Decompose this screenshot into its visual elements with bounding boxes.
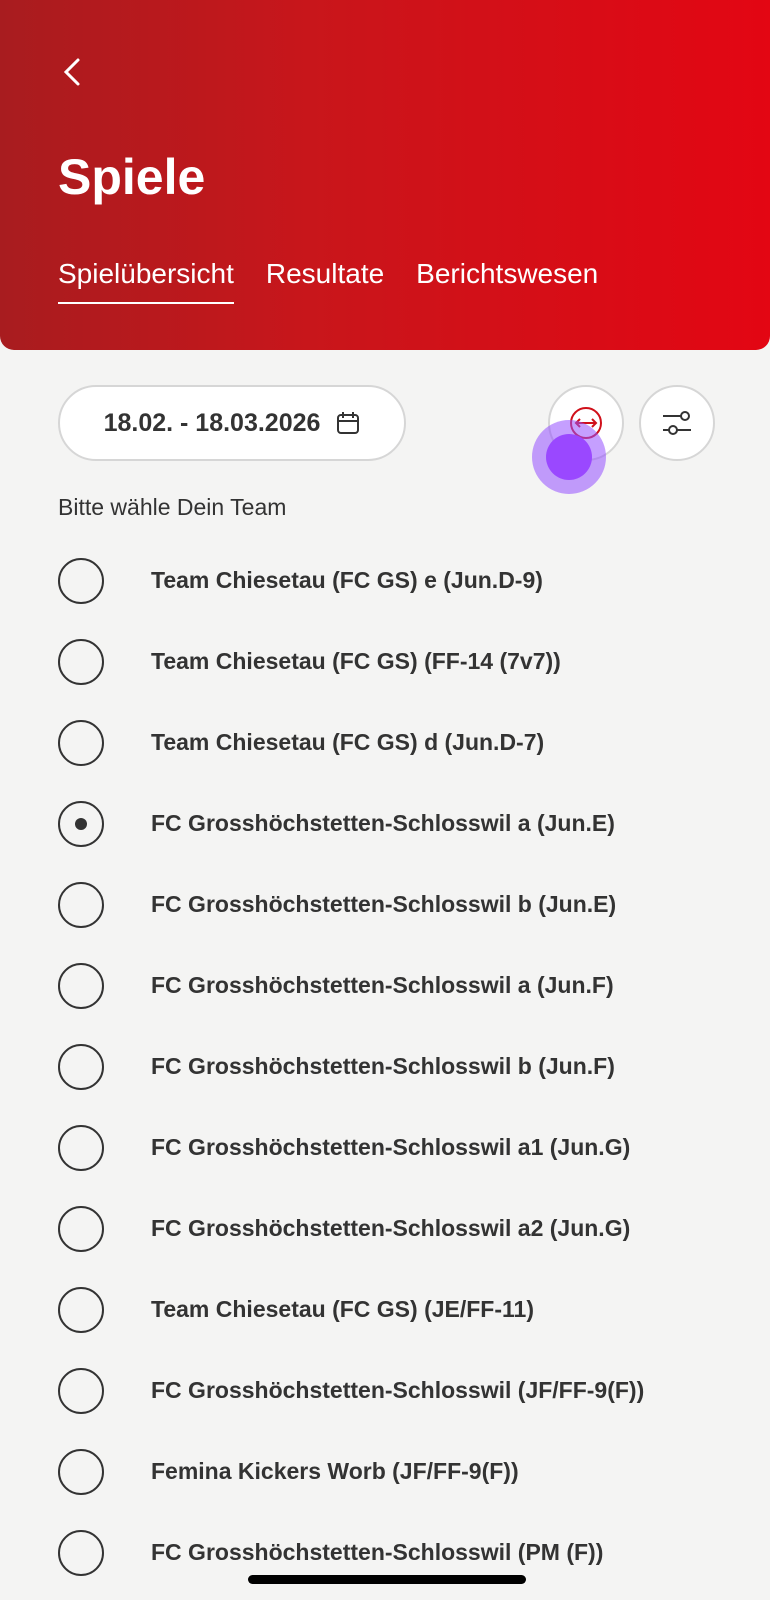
radio-button[interactable] (58, 1286, 104, 1333)
team-option[interactable]: FC Grosshöchstetten-Schlosswil (PM (F)) (58, 1512, 644, 1593)
sliders-icon (663, 411, 691, 435)
tab-berichtswesen[interactable]: Berichtswesen (416, 258, 599, 289)
team-label: FC Grosshöchstetten-Schlosswil (JF/FF-9(… (151, 1377, 645, 1403)
team-prompt: Bitte wähle Dein Team (58, 494, 287, 520)
chevron-left-icon (63, 58, 80, 86)
team-option[interactable]: FC Grosshöchstetten-Schlosswil a2 (Jun.G… (58, 1188, 644, 1269)
team-label: Team Chiesetau (FC GS) (FF-14 (7v7)) (151, 648, 561, 674)
team-option[interactable]: FC Grosshöchstetten-Schlosswil a (Jun.F) (58, 945, 644, 1026)
radio-button[interactable] (58, 638, 104, 685)
team-option[interactable]: FC Grosshöchstetten-Schlosswil a (Jun.E) (58, 783, 644, 864)
team-label: Team Chiesetau (FC GS) e (Jun.D-9) (151, 567, 543, 593)
team-label: Femina Kickers Worb (JF/FF-9(F)) (151, 1458, 519, 1484)
team-label: FC Grosshöchstetten-Schlosswil a2 (Jun.G… (151, 1215, 631, 1241)
arrows-horizontal-icon (570, 407, 602, 439)
team-option[interactable]: Team Chiesetau (FC GS) (JE/FF-11) (58, 1269, 644, 1350)
team-label: FC Grosshöchstetten-Schlosswil a1 (Jun.G… (151, 1134, 631, 1160)
back-button[interactable] (58, 52, 88, 92)
swap-range-button[interactable] (548, 385, 624, 461)
radio-button[interactable] (58, 1205, 104, 1252)
team-option[interactable]: Femina Kickers Worb (JF/FF-9(F)) (58, 1431, 644, 1512)
radio-button[interactable] (58, 557, 104, 604)
team-option[interactable]: FC Grosshöchstetten-Schlosswil b (Jun.E) (58, 864, 644, 945)
radio-button[interactable] (58, 1529, 104, 1576)
team-label: FC Grosshöchstetten-Schlosswil (PM (F)) (151, 1539, 604, 1565)
radio-button[interactable] (58, 1448, 104, 1495)
radio-button[interactable] (58, 962, 104, 1009)
team-label: FC Grosshöchstetten-Schlosswil a (Jun.F) (151, 972, 614, 998)
radio-button[interactable] (58, 1367, 104, 1414)
tab-spieluebersicht[interactable]: Spielübersicht (58, 258, 234, 304)
team-option[interactable]: FC Grosshöchstetten-Schlosswil (JF/FF-9(… (58, 1350, 644, 1431)
tab-resultate[interactable]: Resultate (265, 258, 385, 289)
team-option[interactable]: FC Grosshöchstetten-Schlosswil b (Jun.F) (58, 1026, 644, 1107)
team-label: Team Chiesetau (FC GS) d (Jun.D-7) (151, 729, 545, 755)
filter-button[interactable] (639, 385, 715, 461)
header: Spiele Spielübersicht Resultate Berichts… (0, 0, 770, 350)
radio-button[interactable] (58, 719, 104, 766)
radio-button[interactable] (58, 800, 104, 847)
tabs: Spielübersicht Resultate Berichtswesen (58, 258, 598, 304)
team-option[interactable]: Team Chiesetau (FC GS) d (Jun.D-7) (58, 702, 644, 783)
radio-button[interactable] (58, 1043, 104, 1090)
team-option[interactable]: FC Grosshöchstetten-Schlosswil a1 (Jun.G… (58, 1107, 644, 1188)
calendar-icon (337, 412, 360, 434)
home-indicator[interactable] (248, 1575, 526, 1584)
date-range-text: 18.02. - 18.03.2026 (103, 408, 321, 437)
date-range-button[interactable]: 18.02. - 18.03.2026 (58, 385, 406, 461)
page-title: Spiele (58, 149, 206, 205)
team-label: FC Grosshöchstetten-Schlosswil b (Jun.F) (151, 1053, 615, 1079)
team-label: Team Chiesetau (FC GS) (JE/FF-11) (151, 1296, 534, 1322)
team-label: FC Grosshöchstetten-Schlosswil b (Jun.E) (151, 891, 617, 917)
radio-button[interactable] (58, 1124, 104, 1171)
radio-button[interactable] (58, 881, 104, 928)
team-option[interactable]: Team Chiesetau (FC GS) (FF-14 (7v7)) (58, 621, 644, 702)
team-label: FC Grosshöchstetten-Schlosswil a (Jun.E) (151, 810, 615, 836)
team-option[interactable]: Team Chiesetau (FC GS) e (Jun.D-9) (58, 540, 644, 621)
team-list: Team Chiesetau (FC GS) e (Jun.D-9) Team C… (58, 540, 644, 1593)
